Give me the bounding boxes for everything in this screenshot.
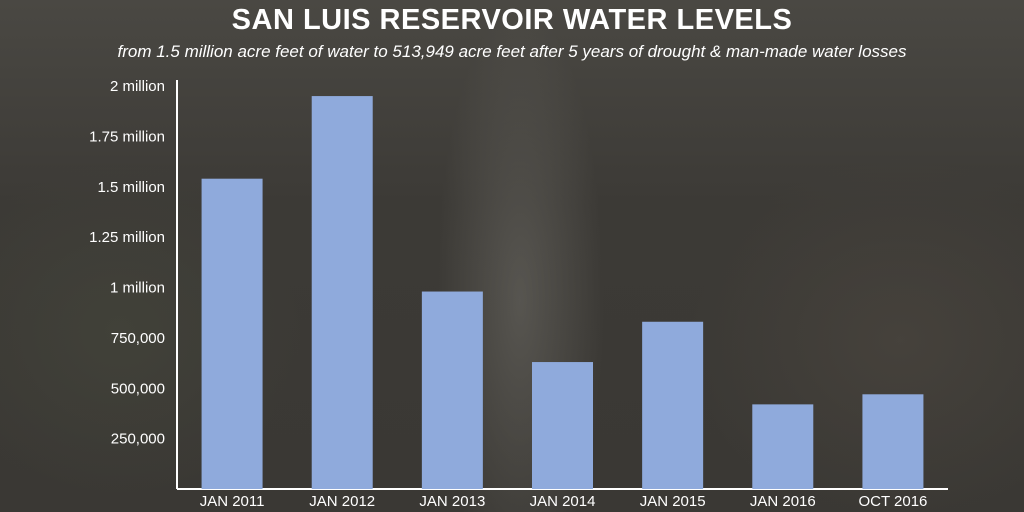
y-tick-label: 250,000 [111, 431, 165, 448]
y-tick-label: 500,000 [111, 380, 165, 397]
y-tick-label: 1.5 million [97, 179, 165, 196]
bar-jan-2014 [532, 362, 593, 489]
x-tick-label: JAN 2012 [309, 493, 375, 510]
bar-jan-2013 [421, 291, 483, 489]
x-tick-label: JAN 2015 [640, 493, 706, 510]
bar-oct-2016 [862, 394, 924, 489]
bar-jan-2016 [752, 404, 814, 489]
bar-jan-2011 [201, 178, 263, 489]
bar-jan-2012 [311, 96, 373, 489]
chart-title: SAN LUIS RESERVOIR WATER LEVELS [231, 4, 793, 36]
x-tick-label: JAN 2016 [750, 493, 816, 510]
y-tick-label: 1 million [110, 280, 165, 297]
bar-jan-2015 [642, 321, 704, 489]
y-tick-label: 2 million [110, 78, 165, 95]
y-tick-label: 750,000 [111, 330, 165, 347]
y-tick-label: 1.25 million [89, 229, 165, 246]
x-tick-label: OCT 2016 [858, 493, 927, 510]
chart-subtitle: from 1.5 million acre feet of water to 5… [117, 42, 907, 61]
x-tick-label: JAN 2014 [530, 493, 596, 510]
x-tick-label: JAN 2013 [419, 493, 485, 510]
x-tick-label: JAN 2011 [200, 493, 265, 510]
y-tick-label: 1.75 million [89, 128, 165, 145]
